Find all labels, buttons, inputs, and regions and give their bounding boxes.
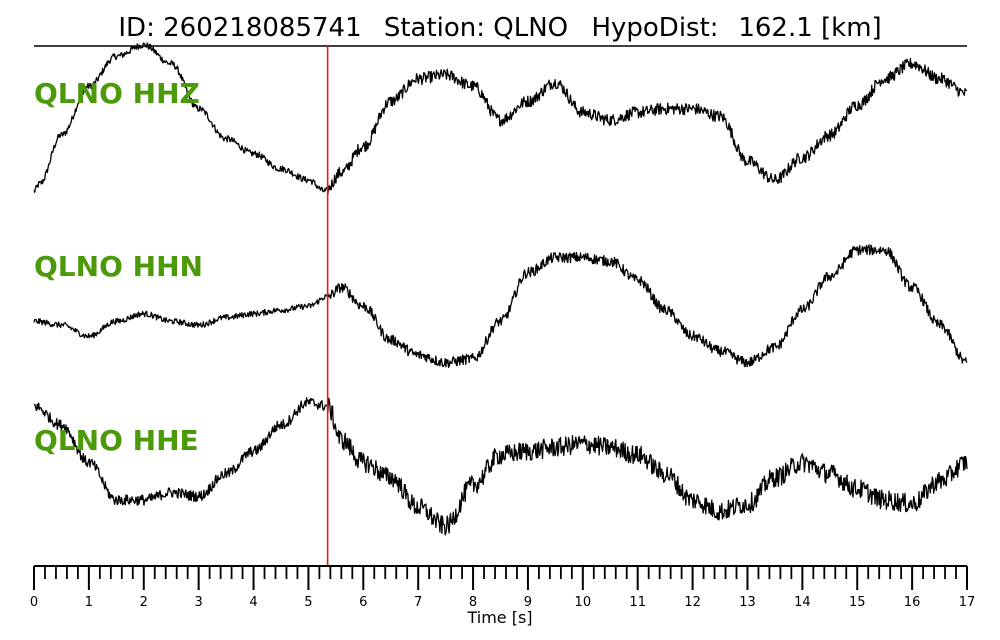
tick-label: 3 — [195, 595, 203, 610]
channel-label-group: QLNO HHZ QLNO HHN QLNO HHE — [34, 77, 203, 457]
tick-label: 4 — [249, 595, 257, 610]
tick-label: 13 — [739, 595, 756, 610]
tick-label: 1 — [85, 595, 93, 610]
tick-label: 0 — [30, 595, 38, 610]
tick-label: 15 — [849, 595, 866, 610]
trace-group — [33, 42, 968, 536]
channel-label: QLNO HHN — [34, 250, 203, 283]
waveform-trace — [33, 244, 968, 368]
title-event-id: ID: 260218085741 — [118, 13, 361, 43]
tick-label: 17 — [959, 595, 976, 610]
tick-label: 9 — [524, 595, 532, 610]
tick-label: 7 — [414, 595, 422, 610]
tick-label: 11 — [629, 595, 646, 610]
waveform-trace — [33, 42, 968, 195]
channel-label: QLNO HHZ — [34, 77, 200, 110]
tick-label: 8 — [469, 595, 477, 610]
title-station: Station: QLNO — [384, 13, 568, 43]
channel-label: QLNO HHE — [34, 424, 199, 457]
tick-label: 10 — [575, 595, 592, 610]
time-axis: 0 1 2 3 4 5 6 7 8 9 10 11 12 13 14 15 16 17 — [30, 565, 976, 610]
waveform-trace — [33, 397, 968, 536]
time-axis-label: Time [s] — [466, 608, 532, 627]
tick-label: 5 — [304, 595, 312, 610]
tick-label: 14 — [794, 595, 811, 610]
tick-label: 16 — [904, 595, 921, 610]
title-hypodist-value: 162.1 [km] — [738, 13, 881, 43]
figure-title: ID: 260218085741 Station: QLNO HypoDist:… — [118, 13, 881, 43]
title-hypodist-label: HypoDist: — [591, 13, 718, 43]
tick-label: 12 — [684, 595, 701, 610]
tick-label: 2 — [140, 595, 148, 610]
tick-label: 6 — [359, 595, 367, 610]
